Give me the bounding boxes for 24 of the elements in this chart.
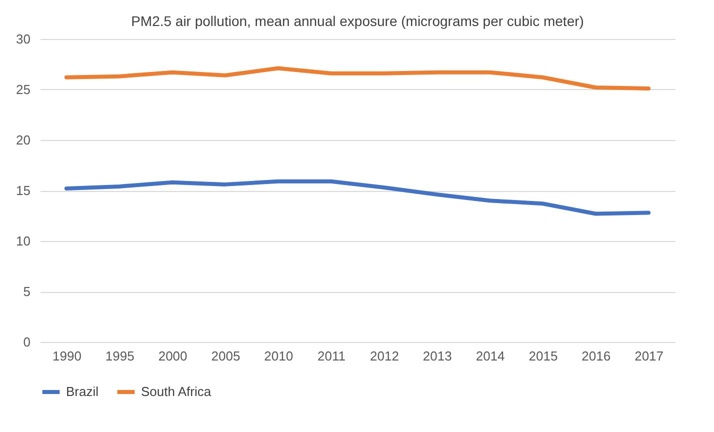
x-tick-label: 2016 (582, 348, 611, 364)
y-tick-label: 15 (16, 183, 30, 198)
line-series (64, 66, 651, 90)
x-tick-label: 2015 (528, 348, 558, 364)
x-tick-label: 2013 (422, 348, 452, 364)
line-series (64, 179, 651, 216)
y-tick-label: 20 (16, 132, 30, 148)
x-tick-label: 2011 (318, 348, 346, 364)
y-tick-label: 30 (16, 32, 30, 46)
y-tick-label: 5 (23, 284, 30, 299)
legend-label: Brazil (66, 384, 99, 399)
x-tick-label: 2000 (158, 348, 188, 364)
x-tick-label: 2010 (264, 348, 294, 364)
chart-title: PM2.5 air pollution, mean annual exposure (micrograms per cubic meter) (131, 13, 584, 29)
x-tick-label: 2005 (211, 348, 240, 364)
legend-label: South Africa (141, 384, 212, 399)
y-tick-label: 10 (16, 234, 30, 248)
y-tick-label: 0 (23, 334, 30, 350)
x-tick-label: 1995 (105, 348, 134, 364)
x-tick-label: 2017 (634, 348, 664, 364)
x-tick-label: 2014 (476, 348, 505, 364)
x-tick-label: 1990 (52, 348, 82, 364)
y-tick-label: 25 (16, 82, 30, 97)
x-tick-label: 2012 (370, 348, 399, 364)
